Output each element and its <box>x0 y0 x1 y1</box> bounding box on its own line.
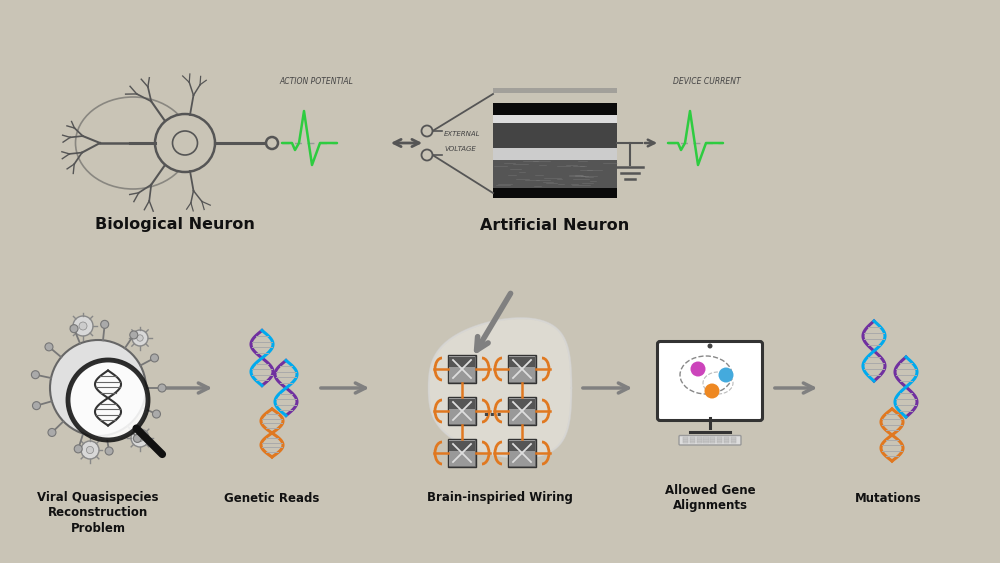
Bar <box>449 399 475 409</box>
Bar <box>509 356 535 382</box>
Bar <box>697 437 702 439</box>
Circle shape <box>158 384 166 392</box>
Bar <box>710 437 715 439</box>
Circle shape <box>86 446 94 454</box>
Bar <box>448 439 476 467</box>
Bar <box>731 441 736 443</box>
Text: Brain-inspiried Wiring: Brain-inspiried Wiring <box>427 491 573 504</box>
Circle shape <box>131 429 149 447</box>
Bar <box>717 441 722 443</box>
Circle shape <box>79 322 87 330</box>
Bar <box>724 441 729 443</box>
Circle shape <box>133 435 141 443</box>
Circle shape <box>45 343 53 351</box>
Circle shape <box>421 126 432 136</box>
Bar <box>493 115 617 123</box>
Bar <box>493 88 617 93</box>
Circle shape <box>70 325 78 333</box>
Bar <box>493 160 617 188</box>
Bar <box>703 437 709 439</box>
Bar <box>690 437 695 439</box>
Bar <box>717 439 722 441</box>
Bar <box>493 148 617 160</box>
Bar <box>697 439 702 441</box>
Text: Allowed Gene
Alignments: Allowed Gene Alignments <box>665 484 755 512</box>
Bar <box>509 399 535 409</box>
Circle shape <box>132 330 148 346</box>
Bar <box>509 440 535 466</box>
Polygon shape <box>429 318 571 458</box>
Ellipse shape <box>173 131 198 155</box>
Circle shape <box>708 343 712 348</box>
Bar <box>448 397 476 425</box>
Bar <box>449 440 475 466</box>
Circle shape <box>152 410 160 418</box>
Text: Genetic Reads: Genetic Reads <box>224 491 320 504</box>
Bar <box>731 437 736 439</box>
FancyBboxPatch shape <box>679 436 741 445</box>
Bar <box>683 441 688 443</box>
Text: ...: ... <box>482 402 502 420</box>
Bar <box>697 441 702 443</box>
Circle shape <box>73 316 93 336</box>
Text: Mutations: Mutations <box>855 491 921 504</box>
Bar <box>509 398 535 424</box>
Bar <box>508 355 536 383</box>
Bar <box>508 397 536 425</box>
Bar <box>449 398 475 424</box>
Bar <box>508 439 536 467</box>
Bar <box>710 439 715 441</box>
Text: VOLTAGE: VOLTAGE <box>444 146 476 152</box>
Bar <box>717 437 722 439</box>
Circle shape <box>101 320 109 328</box>
Bar <box>448 355 476 383</box>
Circle shape <box>74 445 82 453</box>
Bar <box>683 439 688 441</box>
Text: EXTERNAL: EXTERNAL <box>444 131 481 137</box>
Bar <box>724 437 729 439</box>
Bar <box>724 439 729 441</box>
Text: Viral Quasispecies
Reconstruction
Problem: Viral Quasispecies Reconstruction Proble… <box>37 491 159 534</box>
Bar <box>493 103 617 115</box>
Circle shape <box>704 383 719 399</box>
Circle shape <box>137 335 143 341</box>
Bar <box>710 441 715 443</box>
Bar <box>493 188 617 198</box>
Bar <box>731 439 736 441</box>
Ellipse shape <box>155 114 215 172</box>
Bar <box>509 441 535 451</box>
Circle shape <box>718 368 734 382</box>
Text: Biological Neuron: Biological Neuron <box>95 217 255 233</box>
Bar <box>690 439 695 441</box>
Bar <box>449 441 475 451</box>
FancyBboxPatch shape <box>657 342 762 421</box>
Text: ACTION POTENTIAL: ACTION POTENTIAL <box>279 77 353 86</box>
Bar <box>449 357 475 367</box>
Circle shape <box>50 340 146 436</box>
Text: DEVICE CURRENT: DEVICE CURRENT <box>673 77 741 86</box>
Circle shape <box>81 441 99 459</box>
Circle shape <box>151 354 159 362</box>
Circle shape <box>31 370 39 379</box>
Circle shape <box>136 435 144 441</box>
Bar <box>683 437 688 439</box>
Text: Artificial Neuron: Artificial Neuron <box>480 217 630 233</box>
Circle shape <box>68 360 148 440</box>
Circle shape <box>32 401 40 410</box>
Circle shape <box>690 361 706 377</box>
Circle shape <box>48 428 56 436</box>
Circle shape <box>266 137 278 149</box>
Bar <box>703 439 709 441</box>
Bar <box>493 123 617 148</box>
Bar <box>690 441 695 443</box>
Bar <box>703 441 709 443</box>
Circle shape <box>105 447 113 455</box>
Circle shape <box>421 150 432 160</box>
Bar <box>449 356 475 382</box>
Bar <box>509 357 535 367</box>
Circle shape <box>130 331 138 339</box>
